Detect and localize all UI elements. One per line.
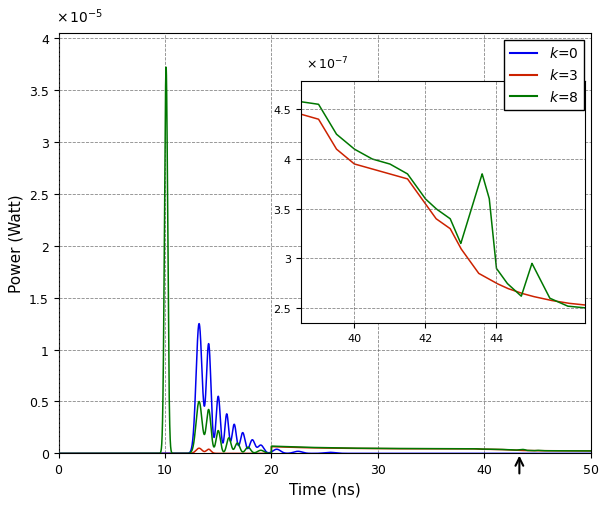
Legend: $k$=0, $k$=3, $k$=8: $k$=0, $k$=3, $k$=8: [504, 41, 584, 111]
Text: $\times\,10^{-5}$: $\times\,10^{-5}$: [56, 8, 103, 26]
Y-axis label: Power (Watt): Power (Watt): [8, 194, 23, 293]
X-axis label: Time (ns): Time (ns): [289, 482, 361, 497]
